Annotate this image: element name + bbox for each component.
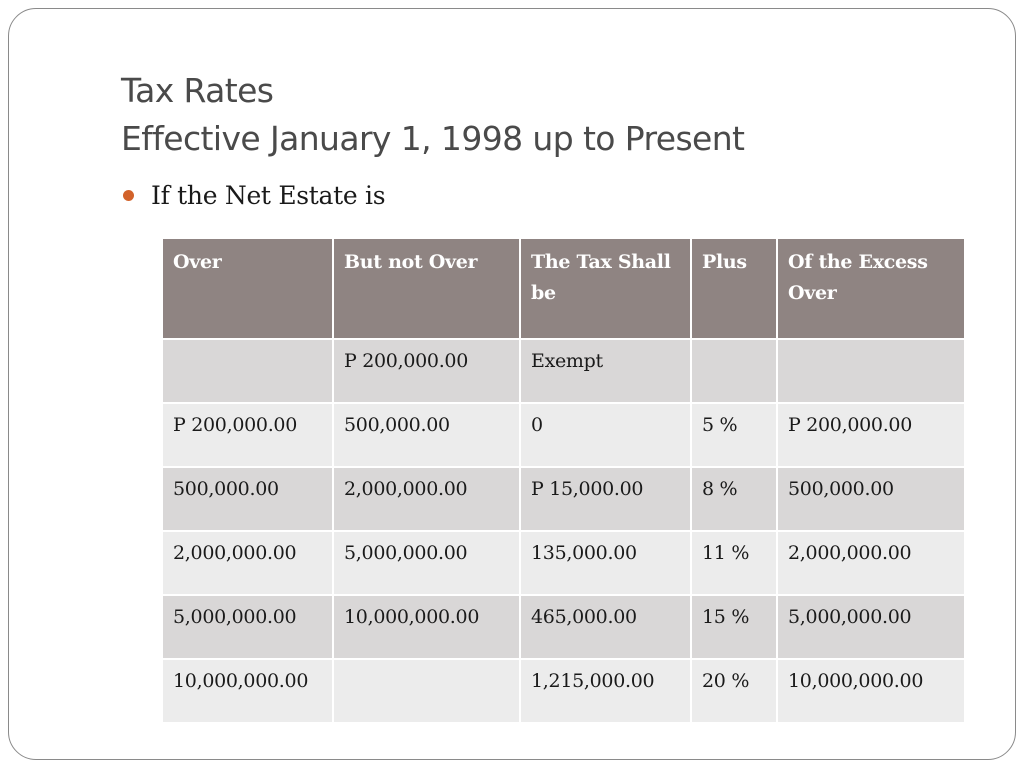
bullet-dot-icon xyxy=(123,190,134,201)
cell-excess-over: P 200,000.00 xyxy=(776,402,966,468)
cell-excess-over: 2,000,000.00 xyxy=(776,530,966,596)
cell-excess-over: 5,000,000.00 xyxy=(776,594,966,660)
cell-over: 500,000.00 xyxy=(161,466,334,532)
title-line-1: Tax Rates xyxy=(121,71,274,110)
header-but-not-over: But not Over xyxy=(332,237,521,340)
cell-but-not-over: 10,000,000.00 xyxy=(332,594,521,660)
bullet-item: If the Net Estate is xyxy=(123,181,386,210)
cell-plus: 8 % xyxy=(690,466,778,532)
table-row: P 200,000.00 500,000.00 0 5 % P 200,000.… xyxy=(161,402,966,468)
cell-over: 5,000,000.00 xyxy=(161,594,334,660)
table-header-row: Over But not Over The Tax Shall be Plus … xyxy=(161,237,966,340)
cell-plus: 5 % xyxy=(690,402,778,468)
cell-plus: 20 % xyxy=(690,658,778,724)
cell-over xyxy=(161,338,334,404)
cell-plus xyxy=(690,338,778,404)
cell-plus: 11 % xyxy=(690,530,778,596)
header-plus: Plus xyxy=(690,237,778,340)
cell-over: P 200,000.00 xyxy=(161,402,334,468)
table-row: 500,000.00 2,000,000.00 P 15,000.00 8 % … xyxy=(161,466,966,532)
cell-excess-over: 500,000.00 xyxy=(776,466,966,532)
cell-over: 10,000,000.00 xyxy=(161,658,334,724)
cell-but-not-over: 5,000,000.00 xyxy=(332,530,521,596)
title-line-2: Effective January 1, 1998 up to Present xyxy=(121,119,745,158)
table-row: 2,000,000.00 5,000,000.00 135,000.00 11 … xyxy=(161,530,966,596)
header-over: Over xyxy=(161,237,334,340)
cell-tax: 0 xyxy=(519,402,692,468)
cell-plus: 15 % xyxy=(690,594,778,660)
cell-tax: 1,215,000.00 xyxy=(519,658,692,724)
cell-but-not-over: 500,000.00 xyxy=(332,402,521,468)
cell-but-not-over xyxy=(332,658,521,724)
cell-tax: P 15,000.00 xyxy=(519,466,692,532)
cell-excess-over xyxy=(776,338,966,404)
cell-excess-over: 10,000,000.00 xyxy=(776,658,966,724)
table-row: 5,000,000.00 10,000,000.00 465,000.00 15… xyxy=(161,594,966,660)
cell-tax: Exempt xyxy=(519,338,692,404)
header-tax-shall-be: The Tax Shall be xyxy=(519,237,692,340)
slide-title: Tax Rates Effective January 1, 1998 up t… xyxy=(121,67,971,163)
header-excess-over: Of the Excess Over xyxy=(776,237,966,340)
cell-over: 2,000,000.00 xyxy=(161,530,334,596)
tax-rate-table: Over But not Over The Tax Shall be Plus … xyxy=(161,237,966,724)
bullet-text: If the Net Estate is xyxy=(151,181,386,210)
cell-tax: 465,000.00 xyxy=(519,594,692,660)
cell-tax: 135,000.00 xyxy=(519,530,692,596)
table-row: P 200,000.00 Exempt xyxy=(161,338,966,404)
cell-but-not-over: P 200,000.00 xyxy=(332,338,521,404)
cell-but-not-over: 2,000,000.00 xyxy=(332,466,521,532)
table-row: 10,000,000.00 1,215,000.00 20 % 10,000,0… xyxy=(161,658,966,724)
